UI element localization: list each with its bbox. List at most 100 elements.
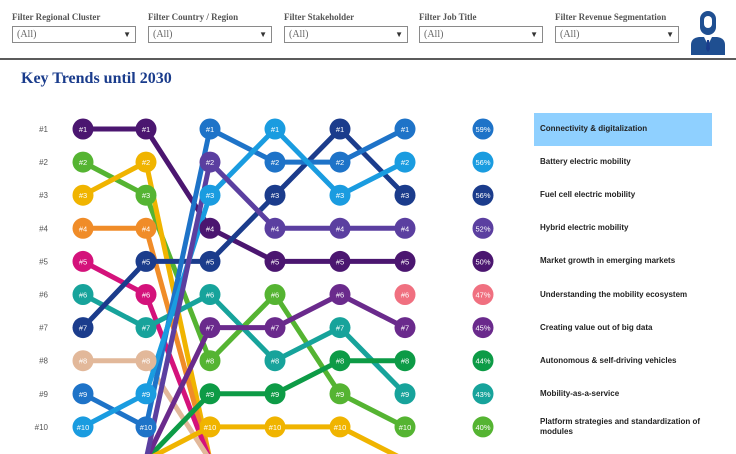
rank-dot: #7 bbox=[264, 317, 286, 339]
percentage-label: 50% bbox=[475, 257, 490, 266]
filter-stakeholder-dropdown[interactable]: (All) ▼ bbox=[284, 26, 408, 43]
filter-stakeholder-value: (All) bbox=[289, 29, 309, 40]
rank-dot: #4 bbox=[72, 217, 94, 239]
rank-dot-circle bbox=[72, 284, 94, 305]
rank-dot: #3 bbox=[199, 184, 221, 206]
rank-dot-label: #6 bbox=[142, 291, 150, 300]
percentage-dot bbox=[472, 317, 494, 339]
rank-dot-label: #10 bbox=[269, 423, 282, 432]
percentage-dot bbox=[472, 350, 494, 372]
trend-item[interactable]: Understanding the mobility ecosystem bbox=[534, 278, 712, 311]
filter-regional-cluster-dropdown[interactable]: (All) ▼ bbox=[12, 26, 136, 43]
trend-item[interactable]: Fuel cell electric mobility bbox=[534, 179, 712, 212]
rank-dot-label: #9 bbox=[142, 390, 150, 399]
rank-label: #9 bbox=[39, 390, 48, 399]
rank-dot: #7 bbox=[329, 317, 351, 339]
trend-item[interactable]: Mobility-as-a-service bbox=[534, 377, 712, 410]
rank-dot-label: #6 bbox=[401, 291, 409, 300]
rank-dot-circle bbox=[394, 118, 416, 140]
rank-dot: #4 bbox=[199, 217, 221, 239]
percentage-label: 40% bbox=[475, 423, 490, 432]
rank-dot: #3 bbox=[394, 184, 416, 206]
rank-dot: #9 bbox=[72, 383, 94, 405]
rank-dot-label: #3 bbox=[336, 191, 344, 200]
filter-revenue-segmentation-dropdown[interactable]: (All) ▼ bbox=[555, 26, 679, 43]
trend-item[interactable]: Battery electric mobility bbox=[534, 146, 712, 179]
trend-item[interactable]: Market growth in emerging markets bbox=[534, 245, 712, 278]
rank-dot-circle bbox=[135, 217, 157, 239]
rank-dot-label: #7 bbox=[271, 324, 279, 333]
filter-country-region: Filter Country / Region (All) ▼ bbox=[148, 10, 272, 43]
rank-dot-circle bbox=[199, 250, 221, 272]
rank-dot: #10 bbox=[264, 416, 286, 438]
percentage-dot bbox=[472, 250, 494, 272]
rank-dot-label: #1 bbox=[206, 125, 214, 134]
rank-dot: #1 bbox=[264, 118, 286, 140]
rank-label: #1 bbox=[39, 125, 48, 134]
rank-dot-circle bbox=[264, 118, 286, 140]
rank-dot-label: #4 bbox=[142, 224, 150, 233]
trend-item[interactable]: Platform strategies and standardization … bbox=[534, 410, 712, 443]
rank-label: #2 bbox=[39, 158, 48, 167]
percentage-label: 45% bbox=[475, 324, 490, 333]
filter-job-title-dropdown[interactable]: (All) ▼ bbox=[419, 26, 543, 43]
rank-dot-circle bbox=[135, 284, 157, 305]
rank-dot: #6 bbox=[329, 284, 351, 305]
series-line-11 bbox=[148, 358, 408, 454]
trend-label: Autonomous & self-driving vehicles bbox=[540, 355, 677, 365]
trend-item[interactable]: Creating value out of big data bbox=[534, 311, 712, 344]
rank-dot: #2 bbox=[264, 151, 286, 173]
rank-dot-circle bbox=[135, 184, 157, 206]
percentage-label: 56% bbox=[475, 191, 490, 200]
trend-label: Understanding the mobility ecosystem bbox=[540, 289, 688, 299]
rank-dot-circle bbox=[264, 317, 286, 339]
rank-dot-label: #10 bbox=[399, 423, 412, 432]
rank-dot-label: #9 bbox=[271, 390, 279, 399]
rank-dot-label: #5 bbox=[271, 257, 279, 266]
chevron-down-icon: ▼ bbox=[395, 30, 403, 39]
rank-dot: #10 bbox=[199, 416, 221, 438]
rank-dot-circle bbox=[329, 217, 351, 239]
rank-dot-circle bbox=[72, 217, 94, 239]
series-line-14 bbox=[144, 159, 408, 454]
rank-dot: #5 bbox=[135, 250, 157, 272]
filter-regional-cluster-label: Filter Regional Cluster bbox=[12, 12, 101, 22]
rank-dot-circle bbox=[264, 184, 286, 206]
rank-dot-label: #1 bbox=[79, 125, 87, 134]
rank-dot: #7 bbox=[199, 317, 221, 339]
filter-job-title: Filter Job Title (All) ▼ bbox=[419, 10, 543, 43]
user-avatar-icon[interactable] bbox=[689, 9, 727, 55]
series-line-3 bbox=[80, 159, 212, 454]
rank-dot: #6 bbox=[264, 284, 286, 305]
filter-country-region-dropdown[interactable]: (All) ▼ bbox=[148, 26, 272, 43]
rank-dot-circle bbox=[394, 284, 416, 305]
trend-label: Battery electric mobility bbox=[540, 157, 631, 167]
filter-stakeholder-label: Filter Stakeholder bbox=[284, 12, 355, 22]
rank-dot-circle bbox=[72, 317, 94, 339]
rank-dot-label: #2 bbox=[401, 158, 409, 167]
rank-dot-label: #6 bbox=[206, 291, 214, 300]
percentage-dot bbox=[472, 118, 494, 140]
chevron-down-icon: ▼ bbox=[666, 30, 674, 39]
trend-item[interactable]: Autonomous & self-driving vehicles bbox=[534, 344, 712, 377]
rank-dot: #8 bbox=[135, 350, 157, 372]
rank-dot-label: #1 bbox=[401, 125, 409, 134]
filter-revenue-segmentation-label: Filter Revenue Segmentation bbox=[555, 12, 667, 22]
rank-dot-label: #9 bbox=[336, 390, 344, 399]
percentage-label: 47% bbox=[475, 291, 490, 300]
rank-dot: #6 bbox=[199, 284, 221, 305]
trend-label: Creating value out of big data bbox=[540, 322, 653, 332]
trend-item[interactable]: Connectivity & digitalization bbox=[534, 112, 712, 146]
rank-dot-label: #1 bbox=[271, 125, 279, 134]
trend-item[interactable]: Hybrid electric mobility bbox=[534, 212, 712, 245]
rank-dot: #6 bbox=[394, 284, 416, 305]
rank-dot-circle bbox=[135, 151, 157, 173]
rank-dot: #7 bbox=[394, 317, 416, 339]
rank-dot-label: #2 bbox=[206, 158, 214, 167]
rank-dot-circle bbox=[264, 250, 286, 272]
filter-country-region-label: Filter Country / Region bbox=[148, 12, 239, 22]
rank-dot-label: #10 bbox=[140, 423, 153, 432]
rank-dot-circle bbox=[72, 350, 94, 372]
rank-dot: #5 bbox=[329, 250, 351, 272]
rank-dot: #1 bbox=[72, 118, 94, 140]
